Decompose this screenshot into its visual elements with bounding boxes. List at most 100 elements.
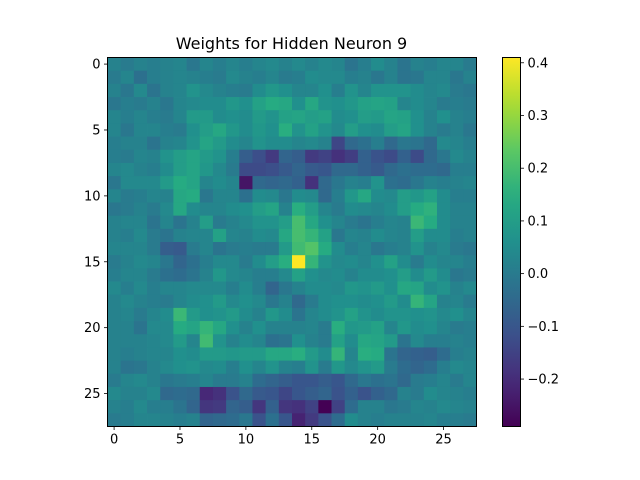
heatmap-cell	[450, 321, 464, 335]
heatmap-cell	[239, 202, 253, 217]
heatmap-cell	[292, 242, 306, 256]
heatmap-cell	[133, 202, 148, 217]
heatmap-cell	[265, 347, 280, 362]
heatmap-cell	[173, 307, 187, 322]
heatmap-cell	[384, 413, 398, 427]
heatmap-cell	[423, 123, 438, 137]
y-tick-label: 15	[84, 255, 101, 270]
heatmap-cell	[450, 360, 464, 375]
heatmap-cell	[397, 228, 412, 243]
heatmap-cell	[265, 400, 280, 414]
heatmap-cell	[226, 110, 240, 124]
heatmap-cell	[173, 162, 187, 177]
heatmap-cell	[423, 321, 438, 335]
heatmap-cell	[292, 189, 306, 203]
heatmap-cell	[423, 373, 438, 388]
heatmap-cell	[160, 189, 174, 203]
heatmap-cell	[147, 57, 161, 72]
heatmap-cell	[120, 83, 135, 98]
x-tick-label: 15	[303, 433, 320, 448]
heatmap-cell	[212, 360, 227, 375]
heatmap-cell	[226, 360, 240, 375]
heatmap-cell	[212, 400, 227, 414]
heatmap-cell	[371, 176, 385, 190]
heatmap-cell	[384, 83, 398, 98]
heatmap-cell	[278, 334, 293, 348]
heatmap-cell	[436, 97, 451, 111]
heatmap-cell	[160, 57, 174, 72]
heatmap-cell	[397, 321, 412, 335]
heatmap-cell	[199, 307, 214, 322]
heatmap-cell	[450, 83, 464, 98]
heatmap-cell	[292, 373, 306, 388]
heatmap-cell	[344, 162, 359, 177]
heatmap-cell	[384, 373, 398, 388]
heatmap-cell	[173, 149, 187, 164]
heatmap-cell	[147, 334, 161, 348]
heatmap-cell	[147, 413, 161, 427]
heatmap-cell	[423, 83, 438, 98]
heatmap-cell	[318, 413, 332, 427]
heatmap-cell	[173, 57, 187, 72]
heatmap-cell	[173, 70, 187, 85]
heatmap-cell	[397, 202, 412, 217]
heatmap-cell	[331, 189, 346, 203]
heatmap-cell	[305, 347, 319, 362]
heatmap-cell	[199, 70, 214, 85]
heatmap-cell	[278, 400, 293, 414]
heatmap-cell	[186, 110, 201, 124]
heatmap-cell	[357, 97, 372, 111]
heatmap-cell	[107, 386, 122, 401]
heatmap-cell	[331, 400, 346, 414]
heatmap-cell	[212, 255, 227, 269]
heatmap-cell	[357, 57, 372, 72]
heatmap-cell	[252, 97, 267, 111]
heatmap-cell	[423, 255, 438, 269]
heatmap-cell	[463, 321, 477, 335]
heatmap-cell	[212, 202, 227, 217]
heatmap-cell	[344, 373, 359, 388]
heatmap-cell	[331, 228, 346, 243]
heatmap-cell	[107, 255, 122, 269]
heatmap-cell	[239, 83, 253, 98]
heatmap-cell	[410, 294, 425, 309]
heatmap-cell	[226, 334, 240, 348]
heatmap-cell	[173, 334, 187, 348]
heatmap-cell	[292, 136, 306, 151]
heatmap-cell	[226, 162, 240, 177]
heatmap-cell	[278, 255, 293, 269]
heatmap-cell	[423, 97, 438, 111]
heatmap-cell	[344, 149, 359, 164]
heatmap-cell	[463, 97, 477, 111]
heatmap-cell	[212, 307, 227, 322]
heatmap-cell	[186, 176, 201, 190]
heatmap-cell	[344, 400, 359, 414]
heatmap-cell	[278, 281, 293, 296]
heatmap-cell	[331, 136, 346, 151]
heatmap-cell	[173, 202, 187, 217]
heatmap-cell	[173, 347, 187, 362]
heatmap-cell	[410, 268, 425, 282]
heatmap-cell	[239, 281, 253, 296]
heatmap-cell	[318, 386, 332, 401]
heatmap-cell	[147, 228, 161, 243]
heatmap-cell	[160, 373, 174, 388]
heatmap-cell	[384, 110, 398, 124]
heatmap-cell	[305, 136, 319, 151]
heatmap-cell	[133, 83, 148, 98]
heatmap-cell	[292, 57, 306, 72]
heatmap-cell	[318, 176, 332, 190]
heatmap-cell	[133, 360, 148, 375]
heatmap-cell	[318, 360, 332, 375]
y-tick-label: 20	[84, 321, 101, 336]
heatmap-cell	[384, 215, 398, 230]
heatmap-cell	[371, 347, 385, 362]
heatmap-cell	[344, 386, 359, 401]
heatmap-cell	[147, 110, 161, 124]
heatmap-cell	[173, 189, 187, 203]
heatmap-cell	[292, 110, 306, 124]
heatmap-cell	[423, 215, 438, 230]
heatmap-cell	[120, 57, 135, 72]
heatmap-cell	[160, 123, 174, 137]
heatmap-cell	[147, 347, 161, 362]
